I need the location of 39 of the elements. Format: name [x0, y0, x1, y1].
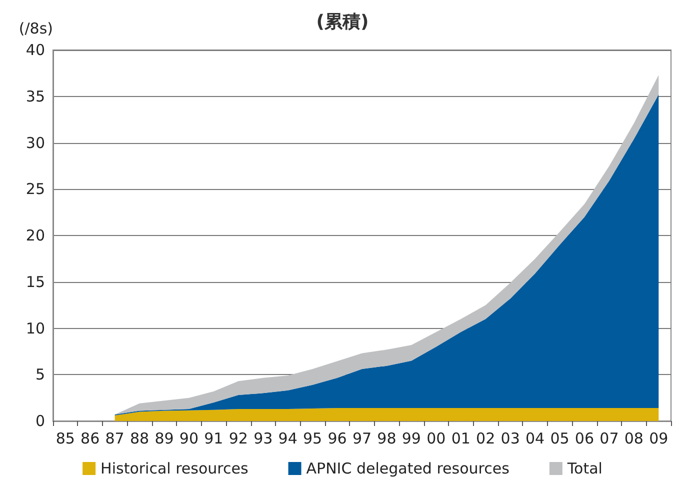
- x-tick-label: 00: [426, 430, 446, 448]
- y-tick-label: 0: [35, 412, 45, 430]
- y-tick-label: 25: [26, 180, 45, 198]
- x-tick-label: 87: [105, 430, 124, 448]
- x-tick-label: 90: [179, 430, 199, 448]
- chart-title: (累積): [316, 12, 369, 32]
- legend-label: Total: [566, 460, 602, 478]
- x-tick-label: 97: [352, 430, 372, 448]
- x-tick-label: 93: [254, 430, 273, 448]
- y-tick-label: 40: [26, 41, 45, 59]
- x-tick-label: 06: [574, 430, 594, 448]
- x-tick-label: 88: [130, 430, 150, 448]
- x-tick-label: 96: [328, 430, 347, 448]
- x-tick-label: 94: [278, 430, 298, 448]
- x-tick-label: 89: [154, 430, 174, 448]
- y-tick-label: 35: [26, 87, 45, 106]
- x-tick-label: 95: [303, 430, 322, 448]
- y-tick-label: 20: [26, 226, 45, 244]
- x-tick-label: 08: [624, 430, 644, 448]
- legend-label: APNIC delegated resources: [306, 460, 510, 478]
- x-tick-label: 05: [550, 430, 570, 448]
- y-tick-label: 5: [35, 366, 45, 384]
- x-tick-label: 07: [600, 430, 619, 448]
- x-tick-label: 85: [56, 430, 75, 448]
- x-tick-label: 01: [451, 430, 470, 448]
- x-tick-label: 86: [80, 430, 100, 448]
- y-tick-label: 30: [26, 134, 45, 152]
- x-tick-label: 02: [476, 430, 496, 448]
- x-tick-label: 99: [402, 430, 421, 448]
- x-tick-label: 98: [377, 430, 396, 448]
- x-tick-label: 91: [204, 430, 224, 448]
- x-tick-label: 92: [228, 430, 248, 448]
- y-tick-label: 15: [26, 272, 45, 291]
- legend-label: Historical resources: [100, 460, 248, 478]
- y-tick-label: 10: [26, 319, 45, 338]
- x-tick-label: 09: [649, 430, 668, 448]
- y-axis-title: (/8s): [18, 20, 53, 38]
- x-tick-label: 04: [525, 430, 545, 448]
- x-tick-label: 03: [500, 430, 520, 448]
